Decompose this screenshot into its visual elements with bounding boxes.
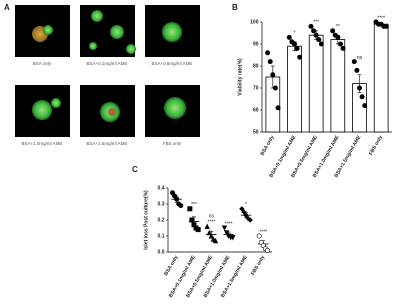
significance: ns: [357, 55, 363, 61]
bar: [373, 23, 389, 133]
point: [359, 94, 365, 100]
point: [247, 217, 253, 223]
y-tick-label: 0.0: [158, 249, 165, 255]
caption: BSA+1.5mg/ml AME: [87, 141, 128, 146]
point: [239, 206, 245, 212]
x-tick-label: FBS only: [368, 134, 384, 156]
point: [265, 50, 271, 56]
point: [212, 237, 219, 244]
caption: BSA only: [33, 61, 52, 66]
point: [316, 37, 322, 43]
y-tick-label: 0.1: [158, 233, 165, 239]
caption: BSA+1.0mg/ml AME: [22, 141, 63, 146]
point: [291, 41, 297, 47]
y-tick-label: 0.3: [158, 201, 165, 207]
point: [270, 72, 276, 78]
point: [297, 54, 303, 60]
significance: ***: [313, 20, 319, 26]
x-tick-label: BSA only: [259, 134, 275, 156]
point: [337, 41, 343, 47]
point: [223, 230, 230, 236]
x-tick-label: BSA only: [163, 254, 179, 276]
significance: ***: [191, 202, 197, 208]
y-tick-label: 0.2: [158, 217, 165, 223]
point: [340, 45, 346, 51]
caption: BSA+0.1mg/ml AME: [87, 61, 128, 66]
significance: ****: [225, 221, 233, 227]
point: [178, 203, 184, 209]
y-axis-label: Islet loss Post culture(%): [143, 190, 149, 250]
point: [383, 23, 389, 29]
point: [241, 209, 247, 215]
point: [221, 225, 228, 231]
point: [208, 233, 215, 239]
y-tick-label: 80: [253, 63, 259, 69]
y-tick-label: 100: [250, 19, 259, 25]
point: [264, 247, 270, 253]
y-axis-label: Viability rate(%): [237, 58, 243, 96]
point: [272, 85, 278, 91]
significance: **: [336, 24, 340, 30]
micrographs: [15, 5, 200, 137]
point: [189, 217, 195, 223]
point: [308, 23, 314, 29]
point: [256, 233, 262, 239]
x-tick-label: FBS only: [250, 254, 266, 276]
point: [195, 227, 201, 233]
significance: ****: [207, 220, 215, 226]
panel-label: A: [4, 3, 10, 12]
point: [174, 196, 180, 202]
significance: ns: [209, 214, 215, 220]
point: [330, 28, 336, 34]
y-tick-label: 90: [253, 41, 259, 47]
caption: BSA+0.5mg/ml AME: [152, 61, 193, 66]
point: [286, 34, 292, 40]
point: [351, 59, 357, 65]
caption: FBS only: [163, 141, 182, 146]
panel-label: C: [132, 165, 138, 174]
point: [318, 41, 324, 47]
significance: ****: [259, 229, 267, 235]
point: [356, 85, 362, 91]
point: [294, 45, 300, 51]
point: [204, 223, 210, 229]
significance: ****: [377, 15, 385, 21]
bar: [308, 34, 324, 133]
point: [354, 67, 360, 73]
point: [243, 212, 249, 218]
y-tick-label: 0.4: [158, 185, 165, 191]
point: [335, 34, 341, 40]
point: [362, 103, 368, 109]
bar: [330, 39, 346, 133]
point: [313, 32, 319, 38]
point: [206, 229, 212, 236]
significance: *: [294, 31, 296, 37]
significance: *: [245, 202, 247, 208]
point: [187, 206, 193, 212]
point: [275, 105, 281, 111]
point: [267, 59, 273, 65]
y-tick-label: 70: [253, 85, 259, 91]
y-tick-label: 50: [253, 129, 259, 135]
panel-label: B: [232, 3, 238, 12]
y-tick-label: 60: [253, 107, 259, 113]
point: [311, 28, 317, 34]
point: [230, 235, 236, 241]
